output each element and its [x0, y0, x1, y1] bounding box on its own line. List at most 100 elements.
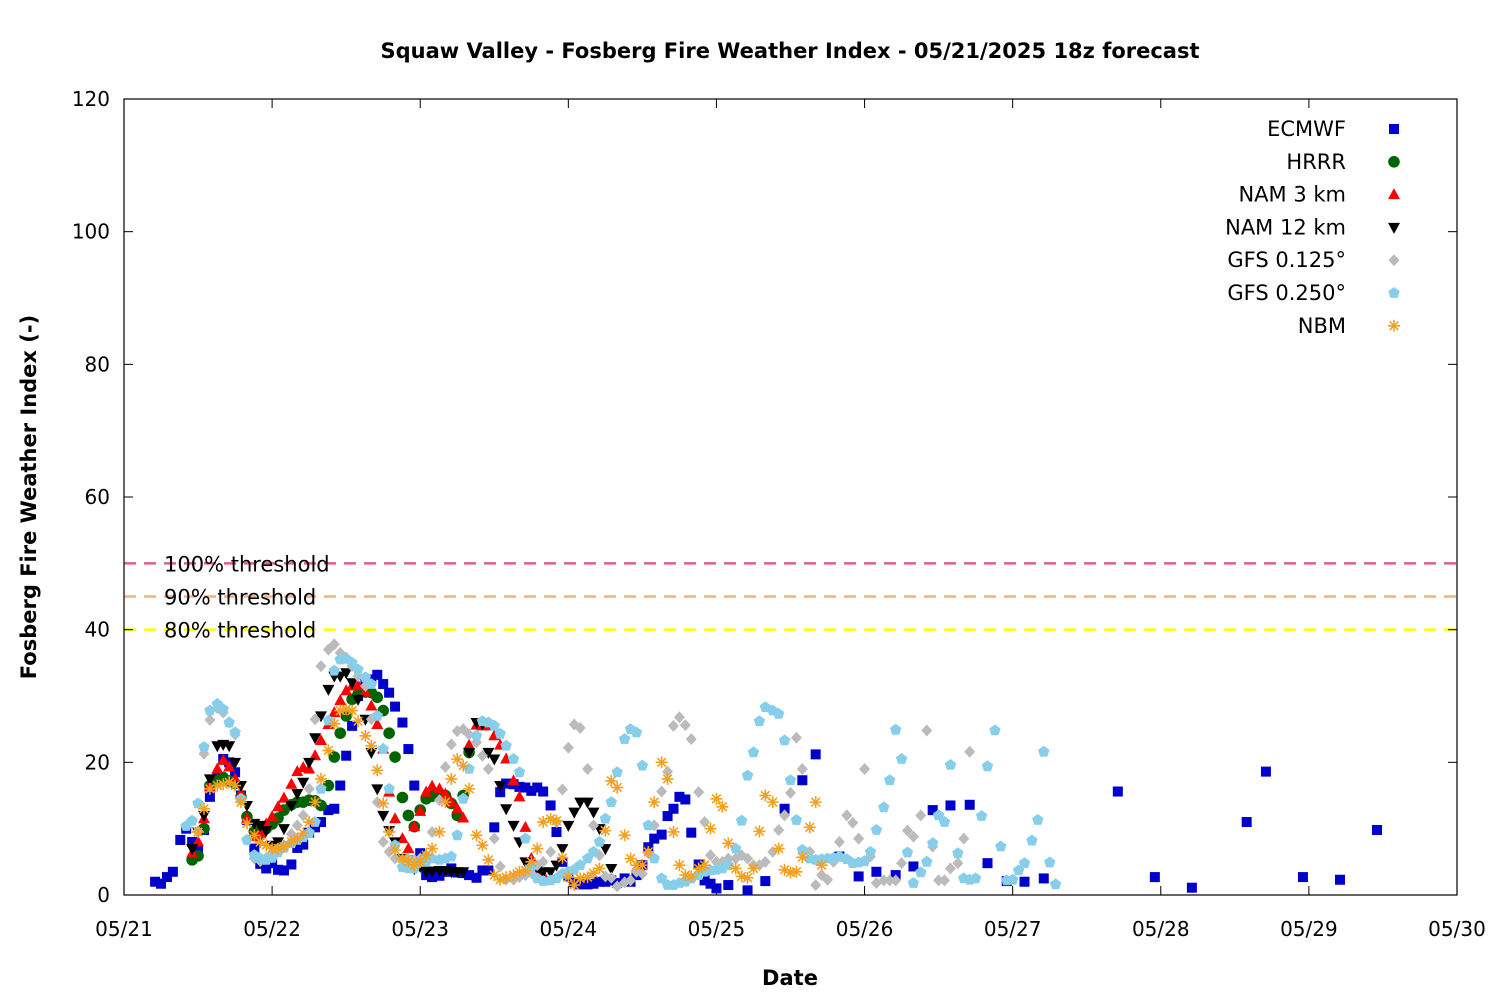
- data-point-ecmwf: [286, 859, 297, 870]
- threshold-lines: [124, 562, 1457, 631]
- data-point-nam-12-km: [377, 810, 390, 822]
- data-point-ecmwf: [945, 800, 956, 811]
- data-point-gfs-0-250: [1032, 814, 1044, 825]
- data-point-gfs-0-250: [642, 819, 654, 831]
- threshold-labels: 100% threshold 90% threshold 80% threshold: [164, 552, 330, 642]
- data-point-gfs-0-125: [488, 832, 500, 845]
- legend-label-gfs-0-125: GFS 0.125°: [1227, 248, 1346, 272]
- data-point-nbm: [593, 862, 606, 875]
- data-point-nbm: [716, 800, 729, 813]
- data-point-gfs-0-250: [457, 792, 469, 804]
- data-point-nbm: [704, 822, 717, 835]
- data-point-gfs-0-125: [433, 794, 445, 807]
- data-point-gfs-0-250: [1044, 856, 1056, 868]
- data-point-ecmwf: [686, 827, 697, 838]
- data-point-gfs-0-250: [198, 741, 210, 752]
- data-point-nbm: [519, 864, 532, 877]
- data-point-nam-3-km: [192, 835, 205, 847]
- data-point-ecmwf: [1372, 824, 1383, 835]
- data-point-nam-3-km: [266, 810, 279, 822]
- data-point-ecmwf: [1038, 873, 1049, 884]
- x-tick-label: 05/29: [1280, 917, 1338, 941]
- data-point-ecmwf: [161, 872, 172, 883]
- data-point-nbm: [451, 753, 464, 766]
- data-point-nbm: [217, 778, 230, 791]
- data-point-nbm: [642, 845, 655, 858]
- data-point-ecmwf: [551, 826, 562, 837]
- data-point-ecmwf: [1019, 876, 1030, 887]
- chart-title: Squaw Valley - Fosberg Fire Weather Inde…: [380, 39, 1199, 63]
- data-point-nbm: [340, 703, 353, 716]
- data-point-nam-3-km: [402, 842, 415, 854]
- data-point-gfs-0-125: [303, 782, 315, 795]
- data-point-gfs-0-250: [895, 753, 908, 764]
- y-tick-label: 20: [85, 750, 110, 774]
- data-point-gfs-0-250: [741, 769, 754, 781]
- data-point-nam-12-km: [482, 747, 495, 759]
- y-tick-label: 40: [85, 618, 110, 642]
- data-point-nbm: [815, 859, 828, 872]
- data-point-gfs-0-125: [884, 874, 896, 887]
- data-point-nbm: [192, 825, 205, 838]
- data-point-nbm: [309, 796, 322, 809]
- data-point-ecmwf: [662, 811, 673, 822]
- data-point-nbm: [402, 855, 415, 868]
- data-point-nbm: [248, 829, 261, 842]
- data-point-ecmwf: [871, 866, 882, 877]
- data-point-nbm: [531, 842, 544, 855]
- data-point-nbm: [272, 842, 285, 855]
- x-tick-label: 05/30: [1428, 917, 1486, 941]
- data-point-gfs-0-125: [958, 832, 970, 845]
- data-point-nam-3-km: [507, 774, 520, 786]
- data-point-ecmwf: [298, 839, 309, 850]
- data-point-ecmwf: [1149, 872, 1160, 883]
- data-point-nbm: [488, 869, 501, 882]
- data-point-nbm: [611, 781, 624, 794]
- data-point-gfs-0-250: [747, 746, 760, 758]
- data-point-nam-3-km: [291, 765, 304, 777]
- data-point-nam-3-km: [211, 762, 224, 774]
- data-point-gfs-0-250: [229, 726, 241, 738]
- data-point-ecmwf: [483, 865, 494, 876]
- data-point-nbm: [203, 782, 216, 795]
- data-point-ecmwf: [230, 767, 241, 778]
- data-point-nbm: [803, 821, 816, 834]
- data-point-gfs-0-250: [611, 766, 623, 778]
- data-point-gfs-0-250: [952, 847, 964, 859]
- data-point-nam-3-km: [314, 733, 327, 745]
- data-point-gfs-0-250: [513, 766, 526, 778]
- data-point-nbm: [809, 796, 822, 809]
- data-point-gfs-0-125: [611, 880, 623, 893]
- data-point-gfs-0-250: [470, 729, 483, 741]
- data-point-nam-12-km: [605, 863, 618, 875]
- data-point-ecmwf: [982, 858, 993, 869]
- data-point-hrrr: [396, 791, 409, 804]
- data-point-nbm: [766, 796, 779, 809]
- data-point-nbm: [291, 832, 304, 845]
- legend: ECMWF HRRR NAM 3 km NAM 12 km GFS 0.125° GFS …: [1225, 117, 1400, 338]
- data-point-nbm: [322, 744, 335, 757]
- data-point-gfs-0-250: [796, 843, 809, 855]
- data-point-nam-12-km: [346, 678, 359, 690]
- data-point-ecmwf: [477, 865, 488, 876]
- data-point-gfs-0-125: [204, 713, 216, 726]
- data-point-gfs-0-125: [921, 724, 933, 737]
- data-point-ecmwf: [668, 803, 679, 814]
- data-point-gfs-0-125: [656, 785, 668, 798]
- data-point-gfs-0-250: [574, 859, 586, 870]
- data-point-nbm: [722, 837, 735, 850]
- data-point-gfs-0-250: [878, 801, 890, 813]
- data-point-nbm: [556, 851, 569, 864]
- y-tick-label: 80: [85, 352, 110, 376]
- data-point-hrrr: [389, 751, 401, 763]
- data-point-nam-3-km: [513, 790, 526, 802]
- data-point-nbm: [667, 825, 680, 838]
- data-point-gfs-0-125: [309, 713, 321, 726]
- data-point-ecmwf: [292, 842, 303, 853]
- data-point-gfs-0-250: [938, 816, 951, 827]
- data-point-gfs-0-125: [625, 874, 637, 887]
- data-point-nam-12-km: [556, 844, 569, 856]
- data-point-gfs-0-125: [890, 874, 902, 887]
- x-tick-label: 05/24: [540, 917, 598, 941]
- data-point-nbm: [383, 825, 396, 838]
